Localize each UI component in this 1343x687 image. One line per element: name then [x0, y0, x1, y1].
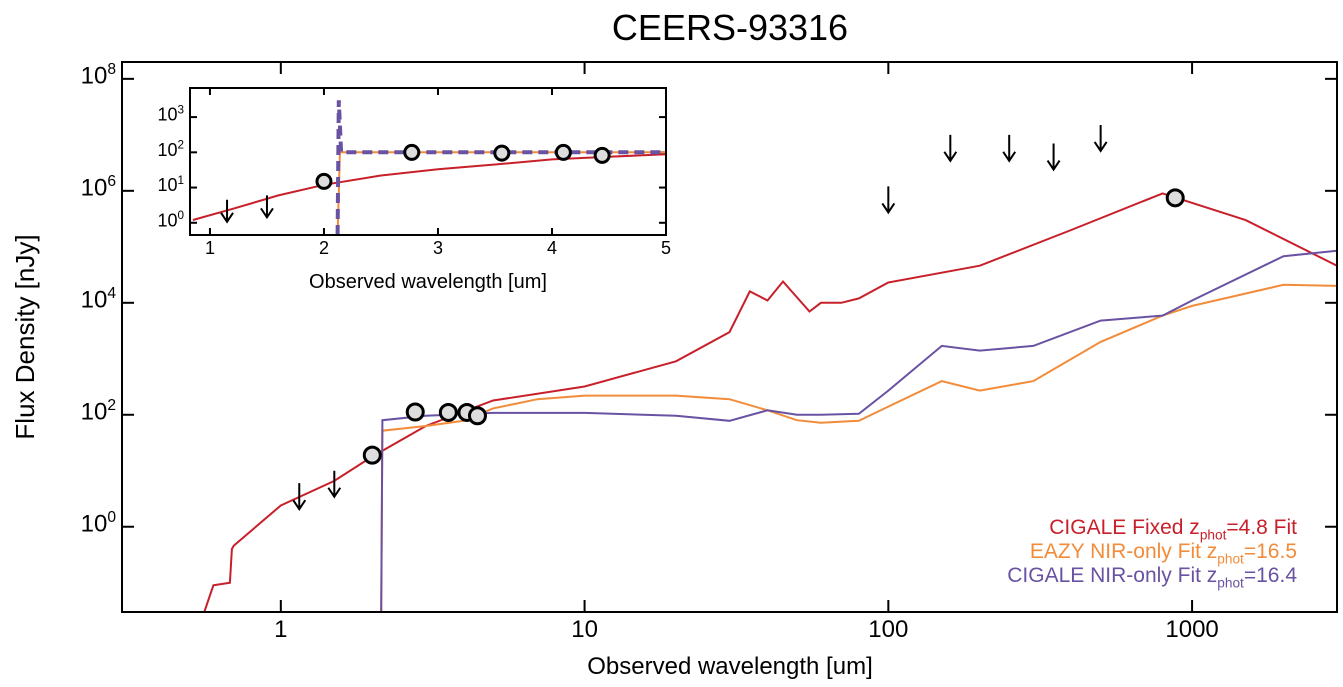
x-tick-label: 4	[547, 238, 557, 258]
x-axis-label: Observed wavelength [um]	[587, 653, 872, 680]
inset-x-axis-label: Observed wavelength [um]	[309, 271, 547, 293]
main-plot: 1 10 100 1000 100​ 102​ 104​ 106​ 108​ CIGALE Fix…	[81, 61, 1337, 643]
upper-limit	[220, 199, 234, 224]
plot-frame	[121, 61, 1338, 613]
upper-limit	[881, 186, 896, 215]
upper-limit-arrow	[1093, 124, 1108, 153]
photometry-point	[554, 143, 572, 161]
upper-limit	[1046, 143, 1061, 172]
upper-limit	[327, 470, 342, 499]
upper-limit	[260, 195, 274, 220]
y-tick-label: 103​	[157, 104, 184, 125]
plot-area	[192, 100, 666, 235]
y-tick-label: 104​	[81, 285, 117, 314]
x-tick-label: 5	[661, 238, 671, 258]
sed-line	[335, 100, 666, 235]
inset-frame	[189, 87, 667, 236]
y-axis-label: Flux Density [nJy]	[10, 234, 40, 439]
upper-limit-arrow	[260, 195, 274, 220]
x-tick-label: 100	[868, 616, 908, 643]
upper-limit-arrow	[1046, 143, 1061, 172]
upper-limit	[943, 134, 958, 163]
sed-line	[203, 192, 1337, 612]
upper-limit-arrow	[327, 470, 342, 499]
legend-entry: CIGALE Fixed zphot​=4.8 Fit	[1049, 516, 1297, 542]
y-tick-label: 102​	[157, 139, 184, 160]
y-tick-label: 100​	[81, 509, 117, 538]
x-tick-label: 2	[319, 238, 329, 258]
photometry-point	[315, 172, 333, 190]
upper-limit	[1002, 134, 1017, 163]
upper-limit	[1093, 124, 1108, 153]
sed-line	[380, 249, 1337, 612]
y-tick-label: 106​	[81, 173, 116, 202]
upper-limit	[292, 483, 307, 511]
y-tick-label: 102​	[81, 397, 116, 426]
upper-limit-arrow	[881, 186, 896, 215]
legend-entry: EAZY NIR-only Fit zphot​=16.5	[1030, 540, 1297, 566]
upper-limit-arrow	[1002, 134, 1017, 163]
photometry-point	[1165, 188, 1185, 208]
y-tick-label: 101​	[157, 174, 184, 195]
photometry-point	[405, 402, 425, 422]
plot-area	[203, 124, 1337, 612]
inset-background	[175, 80, 675, 297]
photometry-point	[467, 406, 487, 426]
upper-limit-arrow	[292, 483, 307, 511]
upper-limit-arrow	[943, 134, 958, 163]
upper-limit-arrow	[220, 199, 234, 224]
chart-title: CEERS-93316	[612, 7, 848, 48]
sed-line	[192, 153, 666, 221]
photometry-point	[438, 402, 458, 422]
x-tick-label: 10	[571, 616, 598, 643]
x-tick-label: 3	[433, 238, 443, 258]
x-tick-label: 1000	[1165, 616, 1218, 643]
x-tick-label: 1	[274, 616, 287, 643]
y-tick-label: 108​	[81, 61, 116, 90]
photometry-point	[403, 143, 421, 161]
x-tick-label: 1	[205, 238, 215, 258]
photometry-point	[362, 445, 382, 465]
legend-entry: CIGALE NIR-only Fit zphot​=16.4	[1007, 564, 1297, 590]
photometry-point	[493, 144, 511, 162]
photometry-point	[593, 146, 611, 164]
